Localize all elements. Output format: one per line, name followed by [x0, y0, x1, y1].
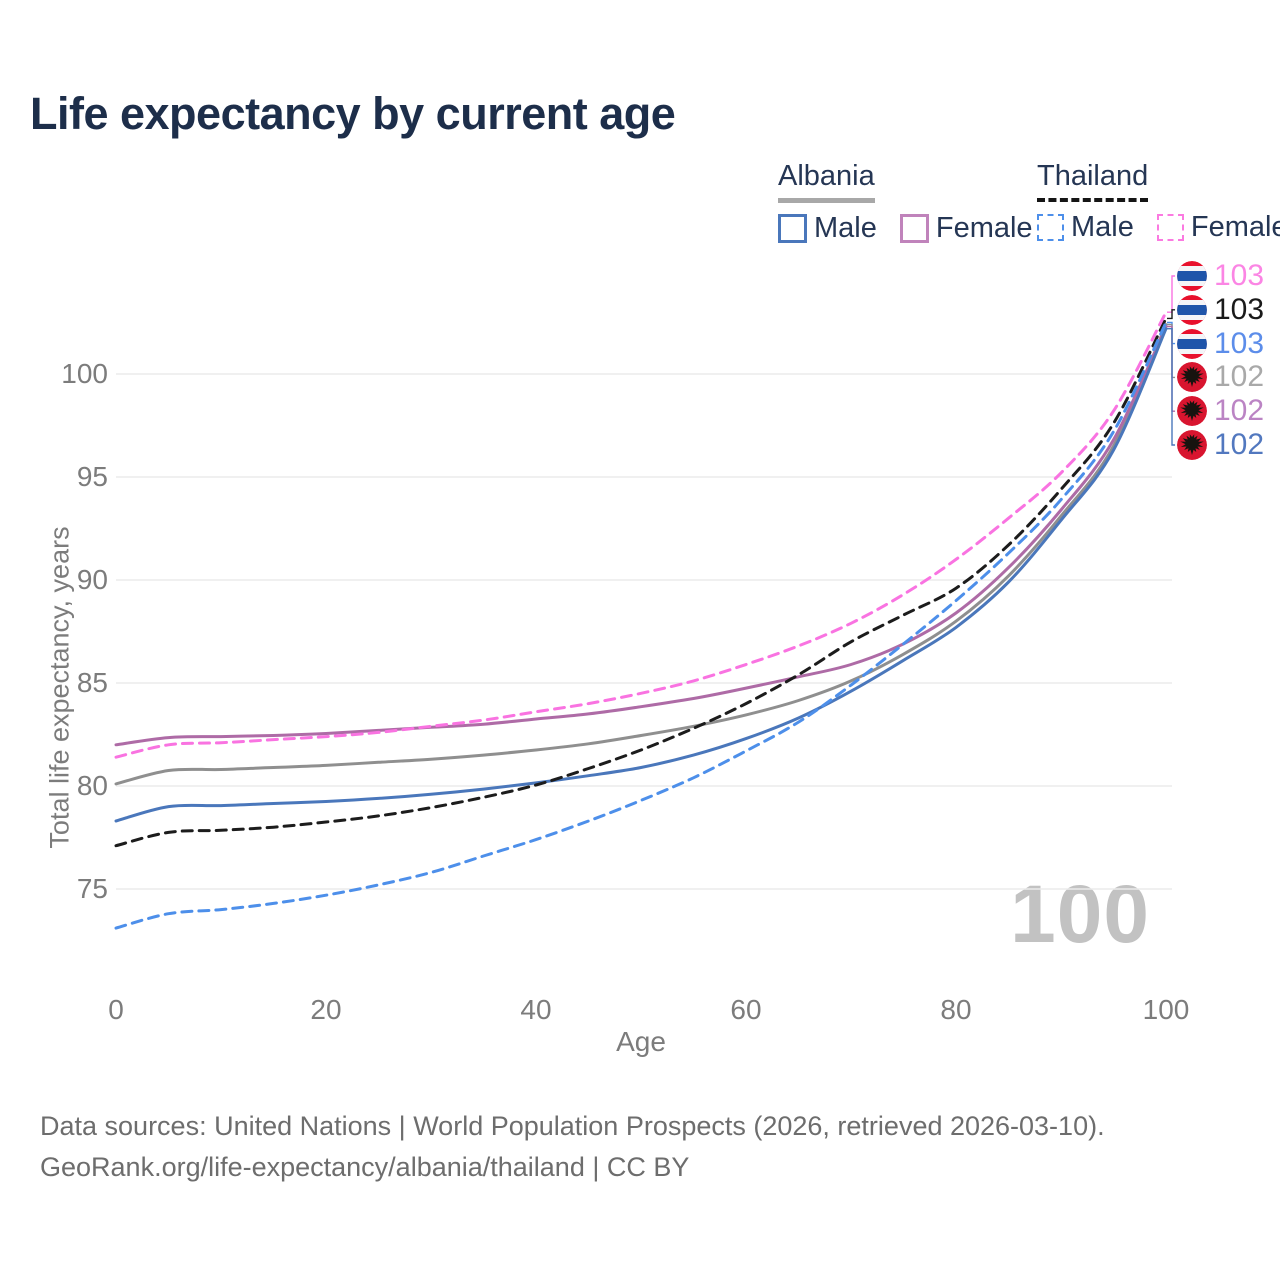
legend-swatch-dashed-icon: [1037, 214, 1064, 241]
y-tick-label: 85: [76, 667, 108, 698]
legend-swatch-dashed-icon: [1156, 214, 1184, 241]
thailand-flag: [1177, 328, 1207, 359]
legend-item-thailand-female[interactable]: Female: [1156, 211, 1280, 244]
legend-items-albania: Male Female: [778, 212, 1033, 245]
footer-attribution: GeoRank.org/life-expectancy/albania/thai…: [40, 1152, 690, 1182]
legend-header-thailand: Thailand: [1037, 160, 1149, 202]
x-tick-label: 0: [108, 994, 124, 1025]
footer-data-sources: Data sources: United Nations | World Pop…: [40, 1111, 1105, 1141]
x-tick-label: 100: [1142, 994, 1190, 1025]
legend-item-label: Female: [935, 212, 1033, 244]
x-tick-label: 20: [310, 994, 342, 1025]
end-label-albania-male: 102: [1177, 428, 1264, 462]
x-tick-label: 40: [520, 994, 552, 1025]
end-label-albania-female: 102: [1177, 394, 1264, 428]
legend-item-albania-female[interactable]: Female: [899, 212, 1033, 245]
legend-item-thailand-male[interactable]: Male: [1037, 211, 1134, 244]
y-tick-label: 75: [76, 873, 108, 904]
x-tick-label: 80: [940, 994, 972, 1025]
y-tick-label: 90: [76, 564, 108, 595]
albania-flag-icon: [1177, 362, 1207, 393]
end-label-thailand-male: 103: [1177, 327, 1264, 361]
series-line-thailand-total[interactable]: [114, 316, 1168, 848]
legend-header-albania: Albania: [778, 160, 875, 203]
series-line-albania-female[interactable]: [114, 325, 1168, 747]
legend-item-albania-male[interactable]: Male: [778, 212, 877, 245]
thailand-flag-icon: [1177, 328, 1207, 359]
albania-flag-icon: [1177, 396, 1207, 427]
end-label-thailand-female: 103: [1177, 259, 1264, 293]
albania-flag: [1177, 362, 1207, 393]
y-tick-label: 100: [61, 358, 108, 389]
leader-line: [1167, 321, 1176, 345]
end-value: 103: [1214, 259, 1265, 292]
albania-flag: [1177, 430, 1207, 460]
legend-group-thailand: Thailand Male Female: [1037, 160, 1280, 244]
thailand-flag-icon: [1177, 294, 1207, 325]
y-tick-label: 95: [76, 461, 108, 492]
end-label-albania-total: 102: [1177, 360, 1264, 394]
x-axis-title: Age: [616, 1026, 666, 1057]
leader-line: [1167, 328, 1176, 446]
albania-flag: [1177, 396, 1207, 427]
series-line-thailand-male[interactable]: [114, 321, 1168, 930]
legend-item-label: Male: [814, 212, 877, 244]
leader-line: [1167, 309, 1176, 320]
end-value: 103: [1214, 326, 1265, 360]
end-value: 102: [1214, 360, 1265, 394]
y-tick-label: 80: [76, 770, 108, 801]
leader-line: [1167, 325, 1176, 412]
page-title: Life expectancy by current age: [30, 88, 676, 139]
end-value: 102: [1214, 428, 1265, 461]
end-label-thailand-total: 103: [1177, 293, 1264, 327]
legend-group-albania: Albania Male Female: [778, 160, 1033, 245]
legend-items-thailand: Male Female: [1037, 211, 1280, 244]
series-line-albania-total[interactable]: [114, 323, 1168, 786]
legend-item-label: Female: [1190, 211, 1280, 243]
leader-line: [1167, 323, 1176, 379]
age-counter-watermark: 100: [1010, 869, 1150, 960]
leader-line: [1167, 275, 1176, 313]
legend-item-label: Male: [1071, 211, 1134, 243]
end-value: 103: [1214, 292, 1265, 326]
thailand-flag: [1177, 294, 1207, 325]
series-line-albania-male[interactable]: [114, 327, 1168, 823]
end-value: 102: [1214, 394, 1265, 428]
thailand-flag-icon: [1177, 261, 1207, 291]
legend-swatch-solid-icon: [778, 214, 807, 243]
albania-flag-icon: [1177, 430, 1207, 460]
series-line-thailand-female[interactable]: [114, 310, 1168, 759]
thailand-flag: [1177, 261, 1207, 291]
footer: Data sources: United Nations | World Pop…: [40, 1106, 1105, 1188]
legend-swatch-solid-icon: [899, 214, 929, 243]
x-tick-label: 60: [730, 994, 762, 1025]
